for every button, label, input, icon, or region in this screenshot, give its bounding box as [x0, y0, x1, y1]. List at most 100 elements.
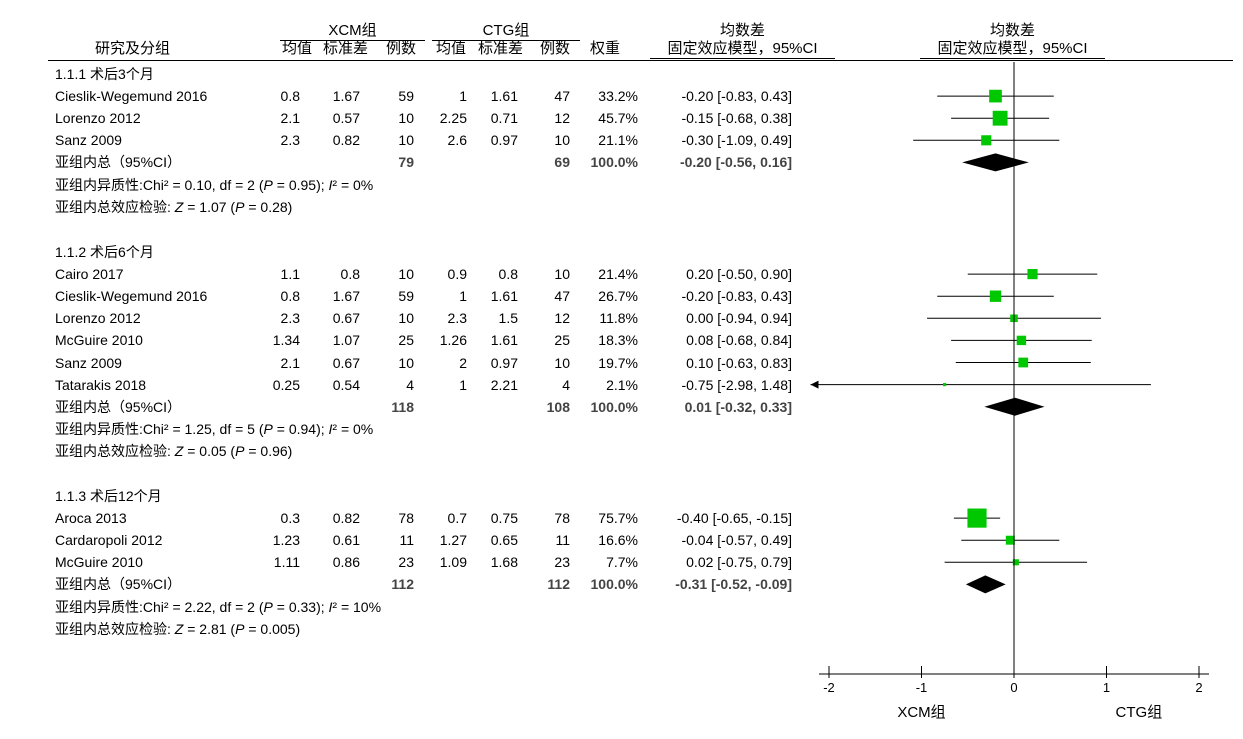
- overall-effect-test-text-part: = 0.005): [244, 620, 301, 637]
- cell-ci_text: -0.75 [-2.98, 1.48]: [681, 376, 792, 393]
- cell-name: Lorenzo 2012: [55, 310, 141, 327]
- heterogeneity-text-part: I: [328, 598, 333, 615]
- header-separator: [48, 60, 1233, 61]
- overall-effect-test-text-part: Z: [174, 620, 184, 637]
- overall-effect-test-text-part: = 0.28): [244, 198, 293, 215]
- cell-weight: 2.1%: [606, 376, 638, 393]
- cell-name: Tatarakis 2018: [55, 376, 147, 393]
- cell-m1: 1.23: [272, 532, 300, 549]
- cell-m2: 1: [459, 288, 467, 305]
- cell-ci_text: 0.08 [-0.68, 0.84]: [686, 332, 792, 349]
- cell-weight: 16.6%: [598, 532, 638, 549]
- subgroup-total-n2: 108: [546, 398, 570, 415]
- cell-sd2: 0.65: [490, 532, 518, 549]
- cell-n2: 12: [554, 310, 570, 327]
- subgroup-total-label: 亚组内总（95%CI）: [55, 576, 182, 593]
- overall-effect-test-text-part: P: [235, 198, 245, 215]
- study-square: [981, 135, 992, 146]
- overall-effect-test-text-part: = 0.05 (: [183, 442, 236, 459]
- study-square: [1012, 559, 1019, 566]
- cell-ci_text: 0.00 [-0.94, 0.94]: [686, 310, 792, 327]
- cell-n1: 78: [398, 510, 414, 527]
- study-square: [1005, 535, 1015, 545]
- cell-m1: 1.34: [272, 332, 300, 349]
- summary-diamond: [965, 575, 1006, 594]
- cell-m2: 2.6: [447, 132, 467, 149]
- cell-n2: 10: [554, 354, 570, 371]
- cell-m2: 2.25: [439, 110, 467, 127]
- favours-left-label: XCM组: [897, 704, 945, 721]
- cell-sd2: 1.61: [490, 88, 518, 105]
- cell-n1: 10: [398, 266, 414, 283]
- cell-sd1: 0.57: [332, 110, 360, 127]
- cell-m2: 2: [459, 354, 467, 371]
- x-tick-label: -2: [823, 680, 835, 695]
- cell-n2: 10: [554, 266, 570, 283]
- overall-effect-test-text-part: 亚组内总效应检验:: [55, 620, 175, 637]
- overall-effect-test-text-part: Z: [174, 198, 184, 215]
- x-tick-label: 1: [1103, 680, 1110, 695]
- ci-arrow: [810, 380, 819, 389]
- study-column-header: 研究及分组: [95, 40, 171, 57]
- n2-header: 例数: [540, 40, 571, 57]
- overall-effect-test-text-part: 亚组内总效应检验:: [55, 198, 175, 215]
- n1-header: 例数: [386, 40, 417, 57]
- subgroup-total-weight: 100.0%: [590, 576, 638, 593]
- subgroup-total-weight: 100.0%: [590, 154, 638, 171]
- heterogeneity-text-part: 亚组内异质性:Chi² = 2.22, df = 2 (: [55, 598, 264, 615]
- subgroup-total-label: 亚组内总（95%CI）: [55, 154, 182, 171]
- mean2-header: 均值: [436, 40, 467, 57]
- heterogeneity-text-part: ² = 0%: [332, 420, 374, 437]
- cell-weight: 45.7%: [598, 110, 638, 127]
- cell-name: Cieslik-Wegemund 2016: [55, 88, 208, 105]
- study-square: [967, 508, 987, 528]
- cell-m1: 1.11: [273, 554, 300, 571]
- cell-sd1: 0.67: [332, 354, 360, 371]
- cell-ci_text: -0.20 [-0.83, 0.43]: [681, 88, 792, 105]
- heterogeneity-text-part: 亚组内异质性:Chi² = 0.10, df = 2 (: [55, 176, 264, 193]
- cell-m1: 2.1: [280, 354, 300, 371]
- cell-name: McGuire 2010: [55, 332, 143, 349]
- effect-header-title: 均数差: [719, 22, 765, 39]
- summary-diamond: [962, 153, 1029, 172]
- cell-m2: 2.3: [447, 310, 467, 327]
- cell-n1: 4: [406, 376, 414, 393]
- cell-weight: 18.3%: [598, 332, 638, 349]
- cell-sd2: 0.71: [490, 110, 518, 127]
- overall-effect-test-text-part: 亚组内总效应检验:: [55, 442, 175, 459]
- heterogeneity-text: 亚组内异质性:Chi² = 1.25, df = 5 (P = 0.94); I…: [55, 420, 373, 438]
- cell-ci_text: -0.15 [-0.68, 0.38]: [681, 110, 792, 127]
- cell-m1: 0.25: [272, 376, 300, 393]
- overall-effect-test-text: 亚组内总效应检验: Z = 1.07 (P = 0.28): [55, 198, 292, 216]
- cell-m1: 2.1: [280, 110, 300, 127]
- heterogeneity-text-part: = 0.33);: [272, 598, 329, 615]
- subgroup-total-ci: -0.20 [-0.56, 0.16]: [679, 154, 792, 171]
- cell-sd1: 0.54: [332, 376, 360, 393]
- cell-n2: 47: [554, 288, 570, 305]
- subgroup-total-ci: -0.31 [-0.52, -0.09]: [675, 576, 792, 593]
- heterogeneity-text-part: ² = 10%: [332, 598, 382, 615]
- cell-weight: 75.7%: [598, 510, 638, 527]
- heterogeneity-text-part: = 0.95);: [272, 176, 329, 193]
- cell-weight: 21.1%: [598, 132, 638, 149]
- cell-sd1: 0.67: [332, 310, 360, 327]
- cell-sd2: 0.97: [490, 132, 518, 149]
- cell-name: Sanz 2009: [55, 132, 122, 149]
- subgroup-title: 1.1.3 术后12个月: [55, 488, 162, 504]
- cell-m2: 0.9: [447, 266, 467, 283]
- cell-m2: 0.7: [447, 510, 467, 527]
- subgroup-total-n1: 118: [391, 398, 414, 415]
- study-square: [989, 89, 1002, 103]
- cell-weight: 19.7%: [598, 354, 638, 371]
- x-tick-label: 0: [1010, 680, 1017, 695]
- cell-weight: 26.7%: [598, 288, 638, 305]
- cell-sd2: 1.61: [490, 332, 518, 349]
- subgroup-total-n1: 112: [391, 576, 414, 593]
- cell-name: Cieslik-Wegemund 2016: [55, 288, 208, 305]
- cell-ci_text: -0.40 [-0.65, -0.15]: [676, 510, 792, 527]
- cell-m2: 1.26: [439, 332, 467, 349]
- cell-sd1: 0.8: [340, 266, 360, 283]
- overall-effect-test-text-part: = 2.81 (: [183, 620, 236, 637]
- cell-sd2: 1.68: [490, 554, 518, 571]
- group1-header: XCM组: [280, 22, 425, 41]
